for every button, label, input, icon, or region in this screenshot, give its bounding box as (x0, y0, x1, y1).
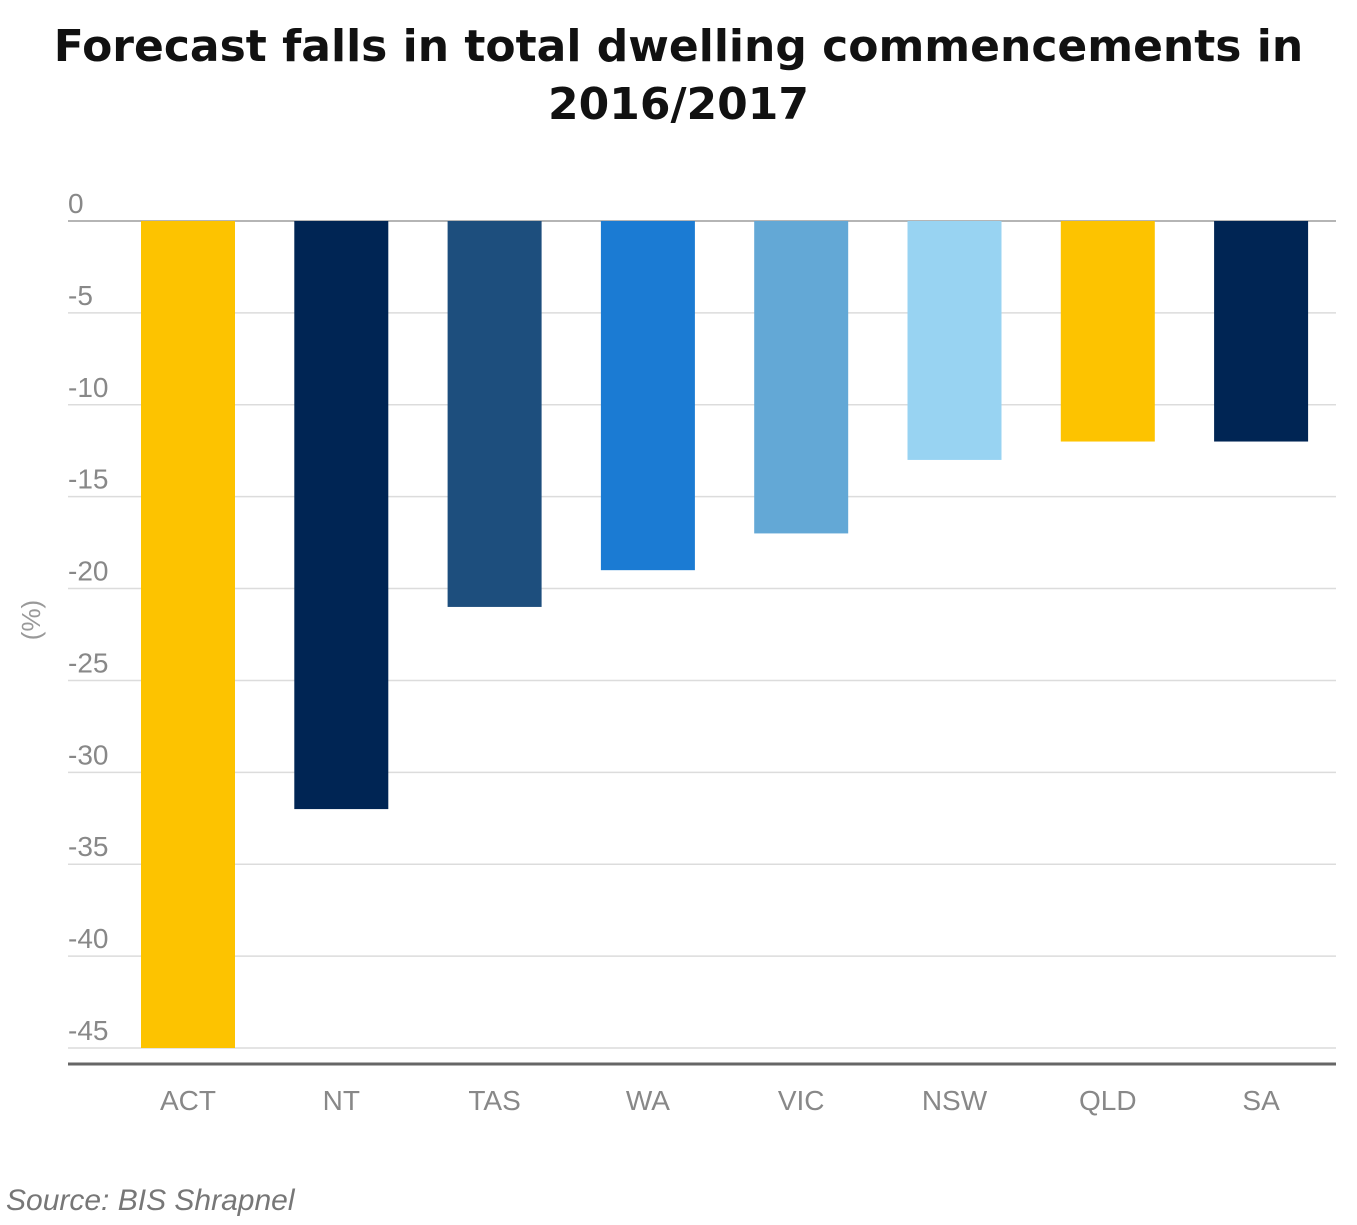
x-tick-label: NSW (922, 1085, 988, 1116)
x-tick-label: NT (323, 1085, 360, 1116)
bar-vic (754, 221, 849, 534)
bar-tas (447, 221, 542, 607)
chart-title: Forecast falls in total dwelling commenc… (0, 18, 1357, 134)
y-tick-label: -15 (68, 464, 108, 495)
y-tick-label: 0 (68, 188, 84, 219)
x-tick-label: VIC (778, 1085, 825, 1116)
x-tick-label: WA (626, 1085, 670, 1116)
y-tick-label: -45 (68, 1015, 108, 1046)
x-tick-label: TAS (468, 1085, 520, 1116)
bar-nt (294, 221, 389, 810)
source-note: Source: BIS Shrapnel (6, 1184, 295, 1217)
bar-sa (1214, 221, 1309, 442)
bar-qld (1060, 221, 1155, 442)
bars (141, 221, 1309, 1048)
y-tick-label: -30 (68, 739, 108, 770)
x-axis-categories: ACT NT TAS WA VIC NSW QLD SA (160, 1085, 1280, 1116)
bar-nsw (907, 221, 1002, 460)
y-tick-label: -25 (68, 647, 108, 678)
bar-wa (600, 221, 695, 571)
x-tick-label: QLD (1079, 1085, 1137, 1116)
gridlines (68, 220, 1336, 1049)
bar-act (141, 221, 235, 1048)
y-tick-label: -20 (68, 556, 108, 587)
y-axis-ticks: 0 -5 -10 -15 -20 -25 -30 -35 -40 -45 (68, 188, 108, 1046)
y-tick-label: -5 (68, 280, 93, 311)
y-tick-label: -35 (68, 831, 108, 862)
y-tick-label: -40 (68, 923, 108, 954)
bar-chart: 0 -5 -10 -15 -20 -25 -30 -35 -40 -45 ACT NT TAS WA VI… (16, 188, 1336, 1116)
y-tick-label: -10 (68, 372, 108, 403)
y-axis-title: (%) (16, 600, 46, 640)
chart-title-line-1: Forecast falls in total dwelling commenc… (53, 21, 1304, 72)
x-tick-label: SA (1242, 1085, 1280, 1116)
x-tick-label: ACT (160, 1085, 216, 1116)
chart-title-line-2: 2016/2017 (548, 79, 809, 130)
